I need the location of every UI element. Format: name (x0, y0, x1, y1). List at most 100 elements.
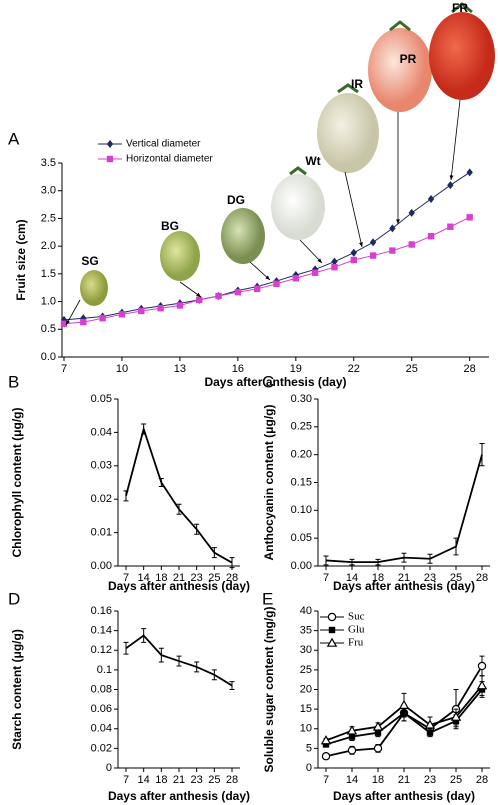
stage-label: Wt (305, 154, 320, 168)
arrow-head (265, 275, 270, 280)
y-tick-label: 0.1 (97, 664, 112, 676)
marker (450, 711, 462, 721)
y-axis-label: Fruit size (cm) (14, 219, 28, 300)
marker (60, 320, 68, 327)
x-tick-label: 7 (323, 572, 329, 584)
marker (196, 296, 203, 304)
marker (389, 224, 396, 233)
x-tick-label: 25 (450, 774, 462, 786)
marker (320, 735, 332, 745)
marker (331, 257, 338, 266)
x-tick-label: 7 (123, 572, 129, 584)
marker (350, 256, 357, 264)
y-tick-label: 2.5 (41, 212, 56, 224)
arrow-head (359, 242, 363, 247)
line (125, 634, 233, 687)
arrow-head (66, 320, 70, 325)
axes (317, 399, 490, 567)
marker (80, 318, 87, 326)
y-tick-label: 0.04 (91, 723, 112, 735)
x-tick-label: 25 (208, 774, 220, 786)
marker (106, 140, 114, 148)
line (63, 216, 470, 325)
y-tick-label: 1.0 (41, 295, 56, 307)
x-axis-label: Days after anthesis (day) (108, 789, 250, 803)
fruit-bg (160, 231, 200, 281)
arrow-head (396, 219, 400, 224)
marker (321, 752, 331, 761)
x-axis-label: Days after anthesis (day) (108, 579, 250, 593)
x-tick-label: 28 (226, 572, 238, 584)
y-axis-label: Starch content (μg/g) (10, 629, 24, 750)
x-tick-label: 18 (155, 572, 167, 584)
arrow-head (449, 175, 454, 180)
stage-label: IR (351, 77, 363, 91)
x-tick-label: 10 (116, 363, 128, 375)
y-tick-label: 15 (300, 703, 312, 715)
arrow (450, 99, 461, 181)
axes (117, 399, 240, 567)
panel-label: D (8, 589, 20, 608)
fruit-pr (368, 28, 432, 112)
marker (447, 181, 454, 190)
marker (331, 264, 338, 271)
x-tick-label: 16 (232, 363, 244, 375)
fruit-ir (317, 93, 379, 173)
y-tick-label: 0 (306, 762, 312, 774)
y-tick-label: 0.0 (41, 351, 56, 363)
marker (215, 292, 222, 300)
marker (408, 241, 415, 248)
marker (253, 285, 261, 293)
x-tick-label: 25 (450, 572, 462, 584)
y-axis-label: Soluble sugar content (mg/g) (262, 606, 276, 772)
fruit-dg (221, 208, 265, 264)
x-tick-label: 18 (372, 572, 384, 584)
y-tick-label: 0.05 (91, 393, 112, 405)
legend-label: Fru (348, 637, 364, 649)
y-tick-label: 0.20 (291, 449, 312, 461)
arrow-head (196, 292, 201, 297)
y-tick-label: 35 (300, 625, 312, 637)
marker (389, 247, 396, 254)
fruit-sg (80, 270, 108, 306)
stage-label: BG (161, 219, 179, 233)
x-tick-label: 21 (398, 572, 410, 584)
y-tick-label: 0.00 (91, 560, 112, 572)
legend-label: Vertical diameter (126, 139, 201, 150)
error-bar (479, 443, 485, 467)
stage-label: SG (81, 254, 98, 268)
x-tick-label: 14 (346, 774, 358, 786)
x-tick-label: 13 (174, 363, 186, 375)
line (125, 425, 233, 564)
arrow (344, 171, 363, 248)
marker (398, 699, 410, 709)
marker (348, 733, 356, 740)
x-tick-label: 21 (173, 774, 185, 786)
marker (369, 238, 377, 247)
panel-label: A (8, 129, 20, 148)
marker (326, 637, 338, 647)
axes (117, 611, 240, 769)
y-tick-label: 0.02 (91, 742, 112, 754)
marker (369, 252, 377, 259)
stage-label: FR (452, 1, 468, 15)
y-tick-label: 0.12 (91, 644, 112, 656)
x-tick-label: 7 (123, 774, 129, 786)
marker (99, 315, 106, 322)
marker (373, 744, 383, 753)
x-tick-label: 28 (476, 774, 488, 786)
y-tick-label: 0 (106, 762, 112, 774)
x-tick-label: 7 (323, 774, 329, 786)
marker (427, 195, 435, 204)
x-tick-label: 7 (61, 363, 67, 375)
legend-label: Horizontal diameter (126, 154, 213, 165)
marker (106, 155, 114, 163)
marker (374, 729, 382, 736)
y-tick-label: 0.16 (91, 605, 112, 617)
y-tick-label: 20 (300, 683, 312, 695)
y-tick-label: 2.0 (41, 240, 56, 252)
marker (408, 208, 415, 217)
marker (424, 719, 436, 729)
x-tick-label: 23 (424, 774, 436, 786)
